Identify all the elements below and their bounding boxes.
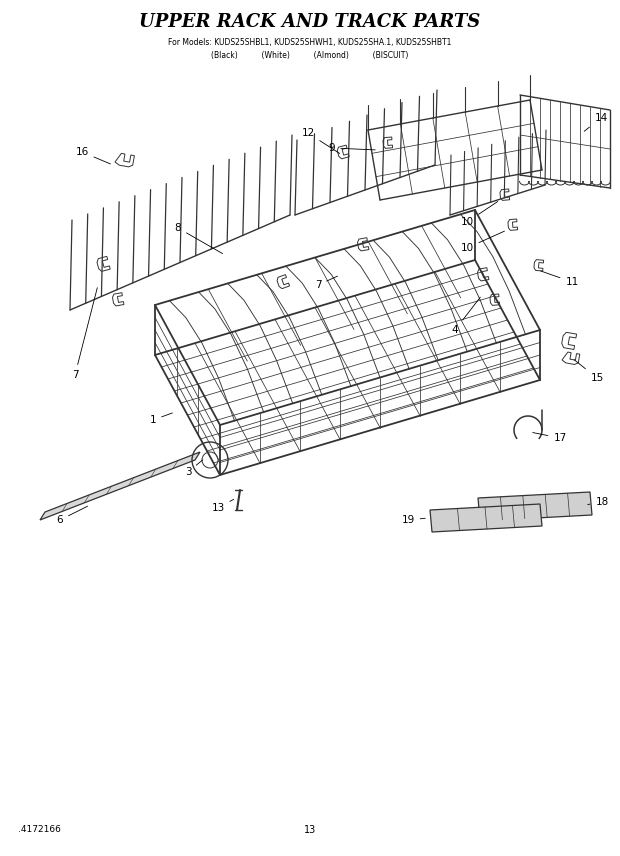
Polygon shape [430,504,542,532]
Text: 13: 13 [211,499,234,513]
Text: 14: 14 [584,113,608,131]
Text: 8: 8 [175,223,223,253]
Text: 1: 1 [149,413,172,425]
Text: For Models: KUDS25SHBL1, KUDS25SHWH1, KUDS25SHA.1, KUDS25SHBT1: For Models: KUDS25SHBL1, KUDS25SHWH1, KU… [168,38,452,46]
Text: 7: 7 [315,276,337,290]
Text: 16: 16 [76,147,110,164]
Text: 18: 18 [588,497,609,507]
Text: 13: 13 [304,825,316,835]
Text: 6: 6 [56,506,87,525]
Text: (Black)          (White)          (Almond)          (BISCUIT): (Black) (White) (Almond) (BISCUIT) [211,51,409,60]
Text: 10: 10 [461,201,498,227]
Text: 7: 7 [72,288,97,380]
Polygon shape [478,492,592,521]
Text: 12: 12 [301,128,340,153]
Text: 4: 4 [452,297,480,335]
Polygon shape [40,452,200,520]
Text: 15: 15 [574,360,604,383]
Text: 19: 19 [401,515,425,525]
Text: UPPER RACK AND TRACK PARTS: UPPER RACK AND TRACK PARTS [140,13,480,31]
Text: 9: 9 [329,143,375,153]
Text: 11: 11 [541,271,578,287]
Text: 10: 10 [461,231,505,253]
Text: .4172166: .4172166 [18,825,61,835]
Text: 17: 17 [533,432,567,443]
Text: 3: 3 [185,460,203,477]
